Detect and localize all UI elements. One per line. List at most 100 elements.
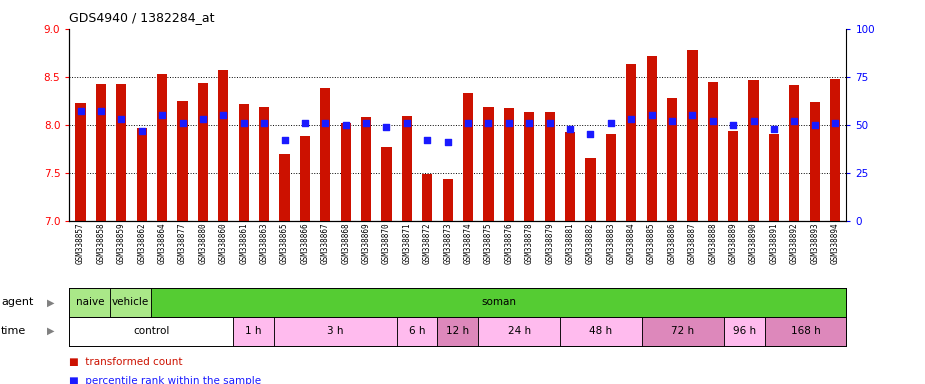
Bar [463,93,474,221]
Point [73,108,88,114]
Point [257,120,272,126]
Point [195,116,210,122]
Bar [69,288,110,317]
Point [420,137,435,143]
Bar [687,50,697,221]
Bar [708,82,718,221]
Point [175,120,190,126]
Point [726,122,741,128]
Bar [198,83,208,221]
Bar [748,79,758,221]
Text: time: time [1,326,26,336]
Point [644,112,659,118]
Point [216,112,230,118]
Point [481,120,496,126]
Point [440,139,455,145]
Text: 96 h: 96 h [733,326,756,336]
Point [828,120,843,126]
Point [603,120,618,126]
Point [706,118,721,124]
Point [134,127,149,134]
Bar [769,134,779,221]
Point [685,112,700,118]
Bar [606,134,616,221]
Bar [626,64,636,221]
Bar [340,123,351,221]
Point [339,122,353,128]
Point [93,108,108,114]
Point [318,120,333,126]
Bar [218,70,228,221]
Point [501,120,516,126]
Point [787,118,802,124]
Text: vehicle: vehicle [112,297,149,308]
Bar [274,317,397,346]
Bar [586,158,596,221]
Bar [830,79,840,221]
Text: 48 h: 48 h [589,326,612,336]
Text: naive: naive [76,297,105,308]
Text: control: control [133,326,169,336]
Point [298,120,313,126]
Bar [723,317,765,346]
Text: 72 h: 72 h [672,326,695,336]
Bar [647,56,657,221]
Text: 12 h: 12 h [446,326,470,336]
Bar [157,74,167,221]
Point [278,137,292,143]
Bar [117,84,127,221]
Point [154,112,169,118]
Bar [809,102,820,221]
Bar [484,107,494,221]
Point [379,124,394,130]
Point [542,120,557,126]
Point [808,122,822,128]
Bar [239,104,249,221]
Bar [642,317,723,346]
Bar [76,103,86,221]
Bar [361,117,371,221]
Point [522,120,536,126]
Text: ▶: ▶ [47,326,55,336]
Text: 3 h: 3 h [327,326,343,336]
Bar [524,112,535,221]
Bar [137,127,147,221]
Bar [422,174,432,221]
Bar [233,317,274,346]
Bar [151,288,846,317]
Bar [110,288,151,317]
Text: 6 h: 6 h [409,326,426,336]
Text: ■  transformed count: ■ transformed count [69,357,183,367]
Text: ■  percentile rank within the sample: ■ percentile rank within the sample [69,376,262,384]
Bar [320,88,330,221]
Point [400,120,414,126]
Bar [667,98,677,221]
Point [583,131,598,137]
Bar [69,317,233,346]
Bar [728,131,738,221]
Bar [279,154,290,221]
Bar [504,108,514,221]
Point [114,116,129,122]
Text: agent: agent [1,297,33,308]
Point [623,116,638,122]
Point [767,126,782,132]
Bar [397,317,438,346]
Text: 24 h: 24 h [508,326,531,336]
Bar [565,132,575,221]
Text: 1 h: 1 h [245,326,262,336]
Bar [438,317,478,346]
Bar [259,107,269,221]
Text: soman: soman [481,297,516,308]
Bar [545,112,555,221]
Bar [789,85,799,221]
Text: 168 h: 168 h [791,326,820,336]
Bar [96,84,106,221]
Bar [765,317,846,346]
Text: ▶: ▶ [47,297,55,308]
Bar [381,147,391,221]
Point [237,120,252,126]
Text: GDS4940 / 1382284_at: GDS4940 / 1382284_at [69,12,215,25]
Bar [442,179,452,221]
Point [359,120,374,126]
